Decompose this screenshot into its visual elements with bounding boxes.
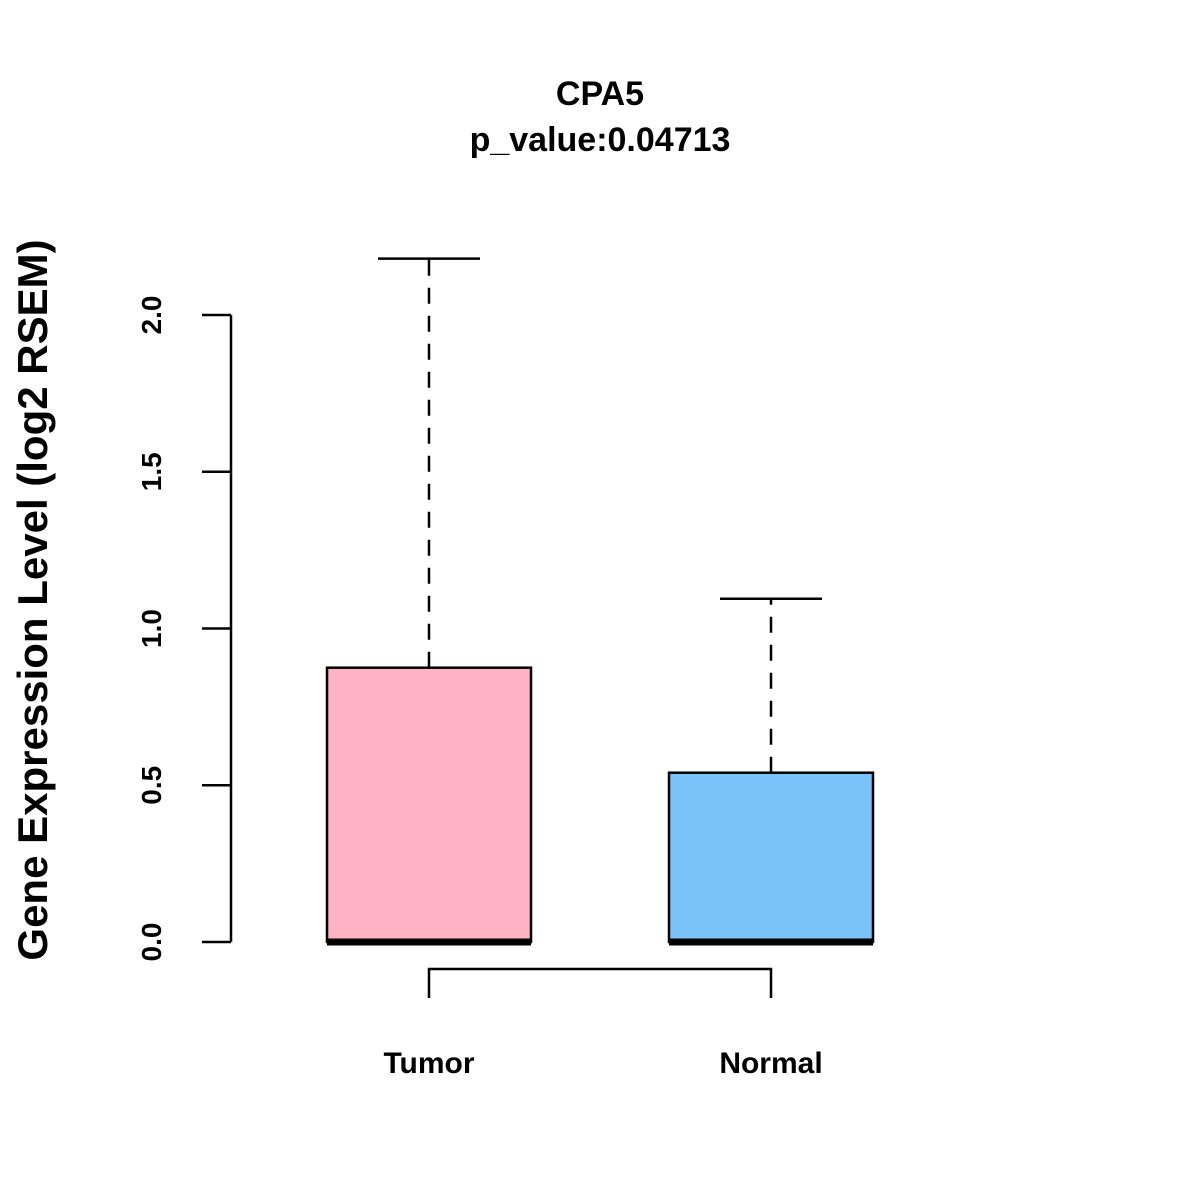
chart-title: CPA5 (556, 75, 644, 113)
y-tick-label: 1.5 (136, 452, 167, 491)
box-normal (667, 771, 875, 944)
y-axis-label: Gene Expression Level (log2 RSEM) (9, 239, 56, 960)
category-label-normal: Normal (719, 1047, 822, 1080)
comparison-bracket (427, 967, 773, 998)
category-labels: Tumor Normal (383, 1047, 822, 1080)
y-axis: 0.0 0.5 1.0 1.5 2.0 (136, 296, 233, 962)
box-tumor (325, 666, 533, 944)
category-label-tumor: Tumor (383, 1047, 474, 1080)
bracket-line (427, 967, 773, 998)
y-tick-label: 2.0 (136, 296, 167, 335)
boxes-group (325, 257, 875, 946)
y-tick-label: 0.5 (136, 766, 167, 805)
y-tick-label: 0.0 (136, 923, 167, 962)
y-tick-label: 1.0 (136, 609, 167, 648)
chart-subtitle: p_value:0.04713 (470, 121, 731, 159)
